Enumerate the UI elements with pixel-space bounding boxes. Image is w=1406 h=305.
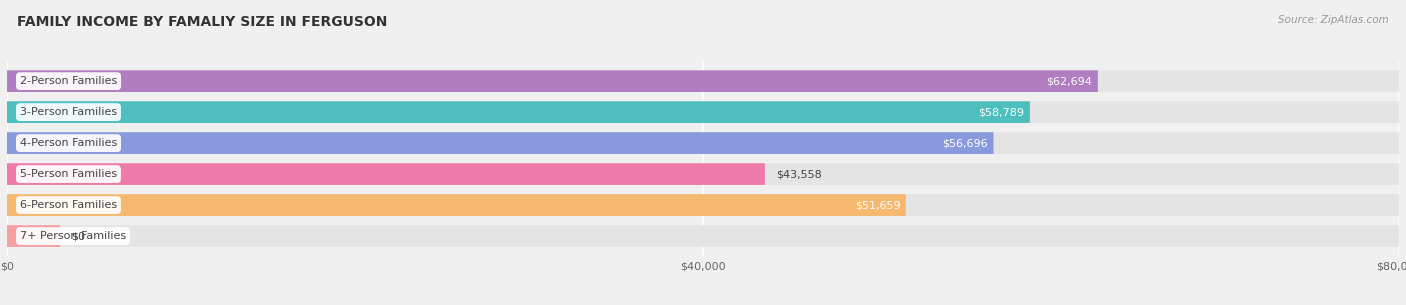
Text: $62,694: $62,694	[1046, 76, 1092, 86]
Text: $58,789: $58,789	[979, 107, 1025, 117]
Text: 4-Person Families: 4-Person Families	[20, 138, 117, 148]
FancyBboxPatch shape	[7, 225, 1399, 247]
Text: Source: ZipAtlas.com: Source: ZipAtlas.com	[1278, 15, 1389, 25]
Text: 2-Person Families: 2-Person Families	[20, 76, 117, 86]
Text: 6-Person Families: 6-Person Families	[20, 200, 117, 210]
Text: 5-Person Families: 5-Person Families	[20, 169, 117, 179]
FancyBboxPatch shape	[7, 163, 1399, 185]
Text: $0: $0	[72, 231, 84, 241]
Text: $51,659: $51,659	[855, 200, 900, 210]
FancyBboxPatch shape	[7, 225, 60, 247]
FancyBboxPatch shape	[7, 70, 1098, 92]
FancyBboxPatch shape	[7, 132, 1399, 154]
FancyBboxPatch shape	[7, 101, 1031, 123]
Text: 3-Person Families: 3-Person Families	[20, 107, 117, 117]
FancyBboxPatch shape	[7, 132, 994, 154]
Text: $56,696: $56,696	[942, 138, 988, 148]
FancyBboxPatch shape	[7, 194, 905, 216]
FancyBboxPatch shape	[7, 101, 1399, 123]
Text: $43,558: $43,558	[776, 169, 821, 179]
FancyBboxPatch shape	[7, 70, 1399, 92]
FancyBboxPatch shape	[7, 163, 765, 185]
Text: FAMILY INCOME BY FAMALIY SIZE IN FERGUSON: FAMILY INCOME BY FAMALIY SIZE IN FERGUSO…	[17, 15, 387, 29]
Text: 7+ Person Families: 7+ Person Families	[20, 231, 127, 241]
FancyBboxPatch shape	[7, 194, 1399, 216]
